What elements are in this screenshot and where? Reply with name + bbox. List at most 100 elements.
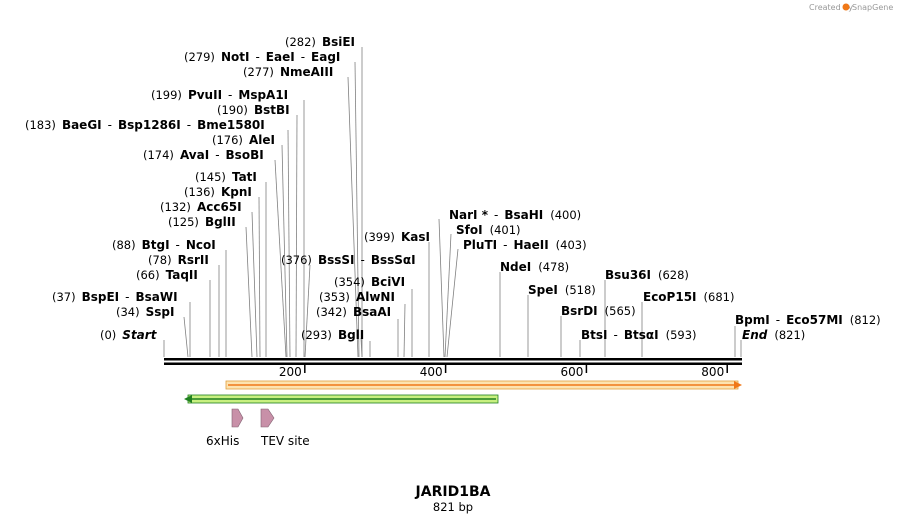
enzyme-name: BglII: [205, 215, 236, 229]
enzyme-label-bcivi[interactable]: (354) BciVI: [334, 275, 405, 289]
enzyme-label-bgli[interactable]: (293) BglI: [301, 328, 364, 342]
enzyme-label-pluti[interactable]: PluTI - HaeII (403): [463, 238, 587, 252]
connector-bglii: [245, 226, 253, 358]
reverse-feature-arrow[interactable]: [184, 394, 499, 404]
enzyme-label-bsiei[interactable]: (282) BsiEI: [285, 35, 355, 49]
enzyme-label-nmeaiii[interactable]: (277) NmeAIII: [243, 65, 333, 79]
enzyme-label-bstbi[interactable]: (190) BstBI: [217, 103, 290, 117]
orf-arrow[interactable]: [225, 380, 742, 390]
enzyme-name: BaeGI: [62, 118, 102, 132]
cut-position: (376): [281, 253, 312, 267]
ruler: 200 400 600 800: [279, 365, 728, 379]
cut-position: (190): [217, 103, 248, 117]
enzyme-name: EcoP15I: [643, 290, 697, 304]
enzyme-label-alwni[interactable]: (353) AlwNI: [319, 290, 395, 304]
cut-position: (174): [143, 148, 174, 162]
enzyme-name: BstBI: [254, 103, 290, 117]
enzyme-label-baegi[interactable]: (183) BaeGI - Bsp1286I - Bme1580I: [25, 118, 265, 132]
connector-baegi: [287, 129, 291, 358]
enzyme-name: AvaI: [180, 148, 209, 162]
enzyme-label-taqii[interactable]: (66) TaqII: [136, 268, 198, 282]
enzyme-name: BsaAI: [353, 305, 391, 319]
connector-bsssi: [304, 264, 311, 358]
enzyme-name: KpnI: [221, 185, 252, 199]
enzyme-name: AlwNI: [356, 290, 395, 304]
enzyme-label-bsssi[interactable]: (376) BssSI - BssSαI: [281, 253, 416, 267]
separator: -: [108, 118, 112, 132]
green-arrowhead-icon: [184, 395, 192, 403]
connector-sspi: [183, 316, 189, 358]
separator: -: [176, 238, 180, 252]
enzyme-label-pvuii[interactable]: (199) PvuII - MspA1I: [151, 88, 288, 102]
connector-kpni: [258, 196, 261, 358]
enzyme-name: BsiEI: [322, 35, 355, 49]
enzyme-name: End: [742, 328, 768, 342]
separator: -: [125, 290, 129, 304]
enzyme-name: NcoI: [186, 238, 216, 252]
tag-arrow-icon[interactable]: [231, 408, 244, 428]
enzyme-name: Acc65I: [197, 200, 242, 214]
cut-position: (401): [490, 223, 521, 237]
backbone-bottom-strand: [164, 362, 742, 365]
connector-sfoi: [444, 233, 452, 358]
enzyme-label-bsu36i[interactable]: Bsu36I (628): [605, 268, 689, 282]
cut-position: (478): [538, 260, 569, 274]
cut-site-connectors: [163, 47, 742, 358]
separator: -: [776, 313, 780, 327]
enzyme-label-acc65i[interactable]: (132) Acc65I: [160, 200, 242, 214]
enzyme-label-sspi[interactable]: (34) SspI: [116, 305, 174, 319]
enzyme-label-rsrii[interactable]: (78) RsrII: [148, 253, 209, 267]
enzyme-label-tati[interactable]: (145) TatI: [195, 170, 257, 184]
enzyme-label-alei[interactable]: (176) AleI: [212, 133, 275, 147]
enzyme-label-start[interactable]: (0) Start: [100, 328, 158, 342]
separator: -: [503, 238, 507, 252]
enzyme-name: Eco57MI: [786, 313, 843, 327]
enzyme-label-avai[interactable]: (174) AvaI - BsoBI: [143, 148, 264, 162]
ruler-tick-label: 800: [701, 365, 724, 379]
enzyme-label-bpmi[interactable]: BpmI - Eco57MI (812): [735, 313, 881, 327]
enzyme-name: Start: [122, 328, 157, 342]
enzyme-label-spei[interactable]: SpeI (518): [528, 283, 596, 297]
cut-position: (593): [666, 328, 697, 342]
feature-6xhis[interactable]: 6xHis: [206, 408, 244, 448]
enzyme-name: BciVI: [371, 275, 405, 289]
enzyme-label-bglii[interactable]: (125) BglII: [168, 215, 236, 229]
enzyme-labels: (282) BsiEI(279) NotI - EaeI - EagI(277) NmeAII…: [25, 35, 881, 342]
cut-position: (812): [850, 313, 881, 327]
cut-position: (183): [25, 118, 56, 132]
enzyme-name: BtgI: [142, 238, 170, 252]
enzyme-label-kpni[interactable]: (136) KpnI: [184, 185, 252, 199]
enzyme-name: SfoI: [456, 223, 483, 237]
cut-position: (78): [148, 253, 172, 267]
enzyme-name: BglI: [338, 328, 364, 342]
enzyme-label-btgi[interactable]: (88) BtgI - NcoI: [112, 238, 216, 252]
feature-tev-site[interactable]: TEV site: [260, 408, 310, 448]
site-arrow-icon[interactable]: [260, 408, 275, 428]
enzyme-label-kasi[interactable]: (399) KasI: [364, 230, 430, 244]
construct-length: 821 bp: [433, 500, 473, 514]
enzyme-name: Bme1580I: [197, 118, 265, 132]
enzyme-label-noti[interactable]: (279) NotI - EaeI - EagI: [184, 50, 340, 64]
enzyme-label-end[interactable]: End (821): [742, 328, 805, 342]
separator: -: [255, 50, 259, 64]
cut-position: (34): [116, 305, 140, 319]
enzyme-label-ndei[interactable]: NdeI (478): [500, 260, 569, 274]
connector-bgli-a: [360, 337, 363, 358]
enzyme-label-nari[interactable]: NarI * - BsaHI (400): [449, 208, 581, 222]
enzyme-label-bsrdi[interactable]: BsrDI (565): [561, 304, 636, 318]
enzyme-label-sfoi[interactable]: SfoI (401): [456, 223, 521, 237]
enzyme-name: EaeI: [266, 50, 295, 64]
enzyme-label-ecop15i[interactable]: EcoP15I (681): [643, 290, 734, 304]
enzyme-name: BtsI: [581, 328, 608, 342]
enzyme-label-btsi[interactable]: BtsI - BtsαI (593): [581, 328, 697, 342]
connector-avai: [274, 159, 287, 358]
enzyme-name: RsrII: [178, 253, 209, 267]
orf-arrowhead-icon: [734, 381, 742, 389]
cut-position: (279): [184, 50, 215, 64]
enzyme-label-bspei[interactable]: (37) BspEI - BsaWI: [52, 290, 178, 304]
cut-position: (821): [774, 328, 805, 342]
enzyme-name: NmeAIII: [280, 65, 333, 79]
dna-backbone: [164, 358, 742, 365]
enzyme-label-bsaai[interactable]: (342) BsaAI: [316, 305, 391, 319]
